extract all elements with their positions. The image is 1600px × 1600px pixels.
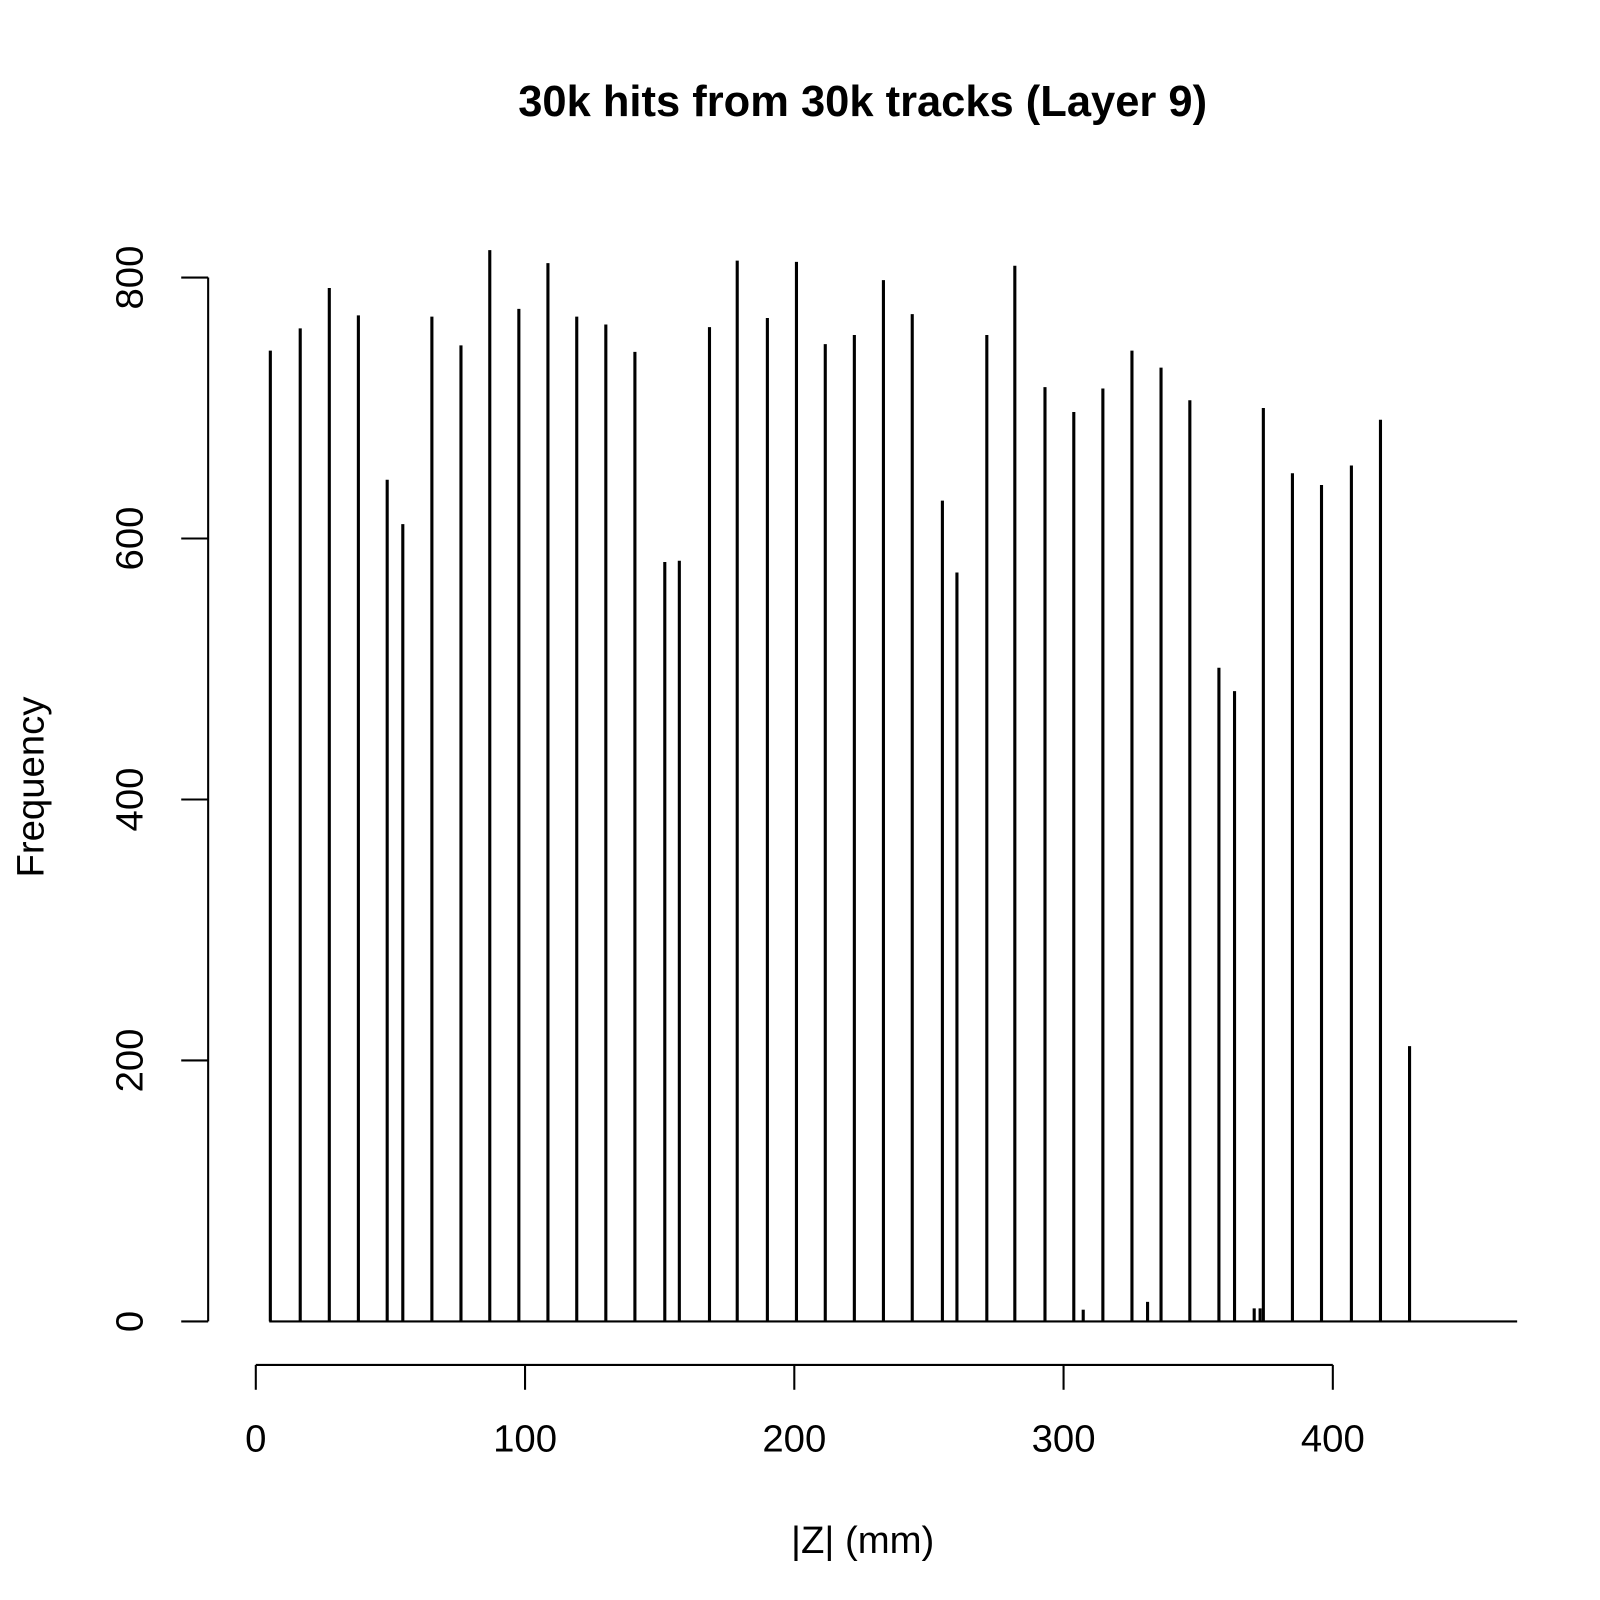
x-tick-label: 200	[762, 1418, 826, 1461]
x-tick-label: 400	[1301, 1418, 1365, 1461]
x-axis-title: |Z| (mm)	[791, 1519, 934, 1562]
y-axis-title: Frequency	[9, 696, 52, 878]
y-tick-label: 600	[109, 507, 152, 571]
x-tick-label: 300	[1032, 1418, 1096, 1461]
y-tick-label: 400	[109, 768, 152, 832]
y-tick-label: 200	[109, 1029, 152, 1093]
y-tick-label: 800	[109, 246, 152, 310]
x-tick-label: 100	[493, 1418, 557, 1461]
plot: 30k hits from 30k tracks (Layer 9) |Z| (…	[9, 78, 1518, 1562]
y-tick-label: 0	[109, 1311, 152, 1332]
x-tick-label: 0	[245, 1418, 266, 1461]
chart-title: 30k hits from 30k tracks (Layer 9)	[518, 78, 1207, 126]
